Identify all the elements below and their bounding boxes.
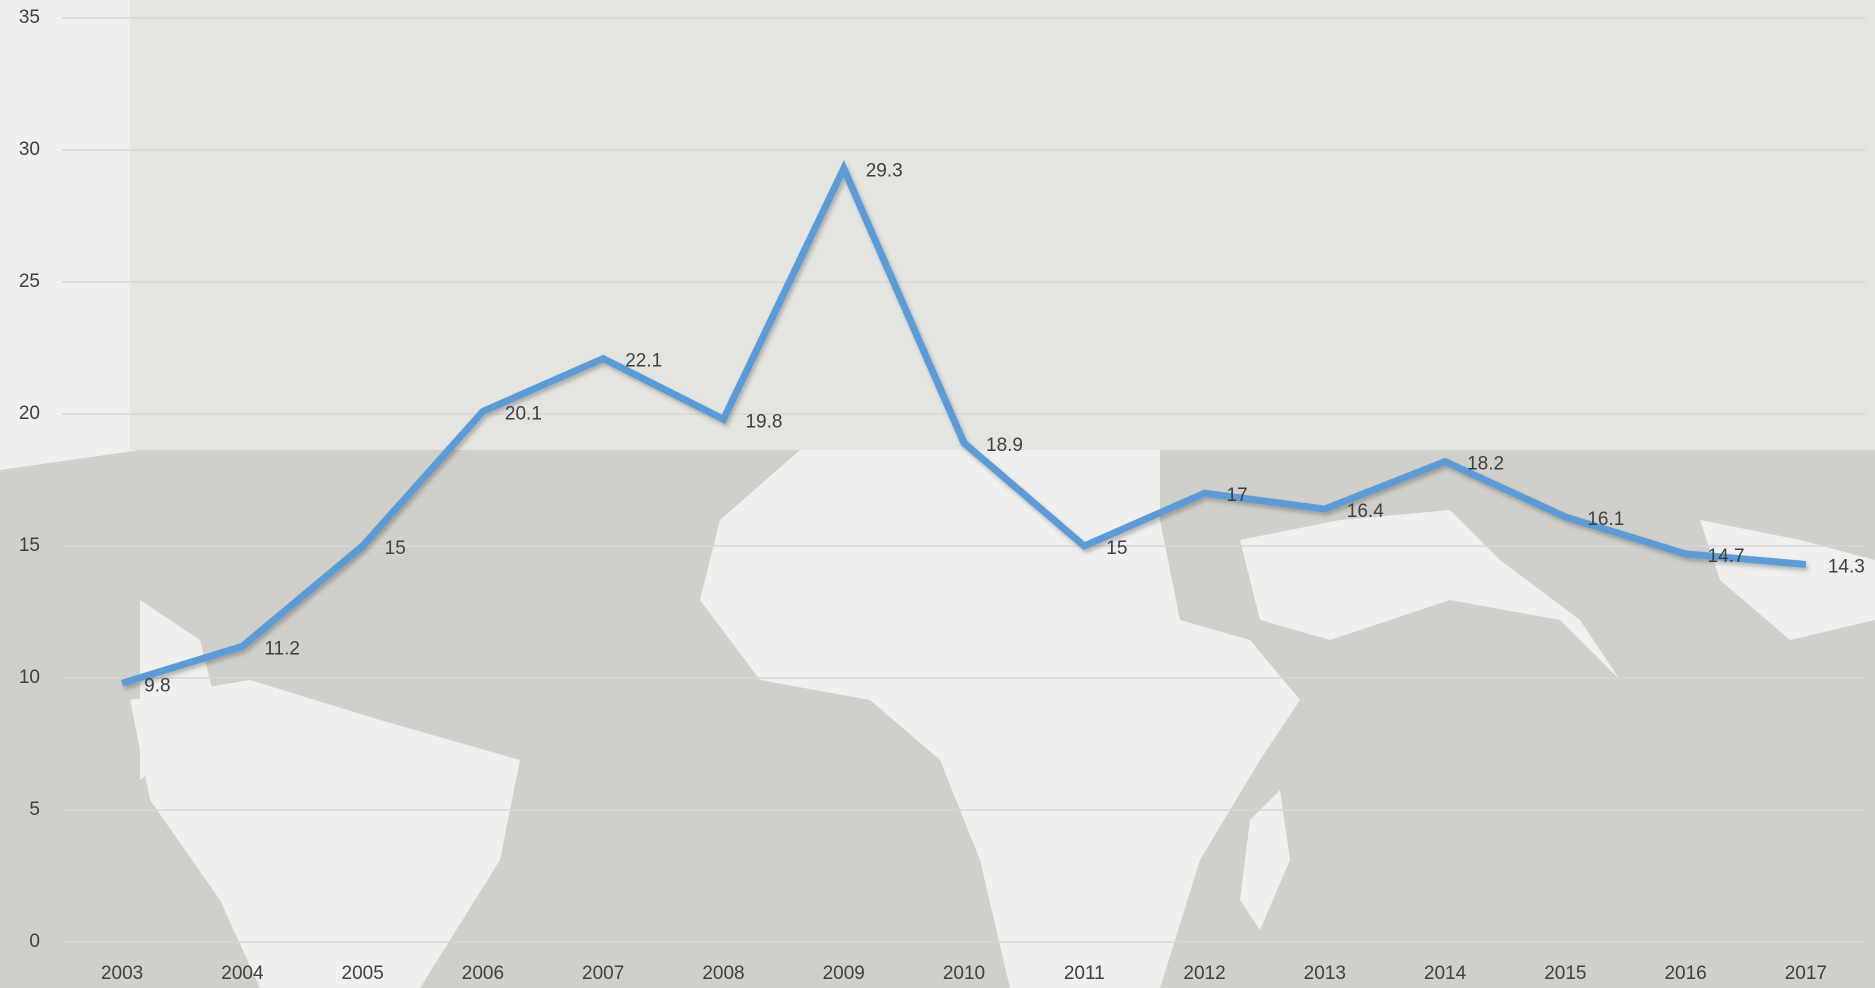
data-label: 9.8 [144, 675, 170, 696]
data-label: 29.3 [866, 160, 903, 181]
x-tick-label: 2006 [462, 963, 504, 984]
y-tick-label: 35 [19, 7, 40, 28]
data-label: 22.1 [625, 351, 662, 372]
y-tick-label: 25 [19, 271, 40, 292]
x-tick-label: 2005 [342, 963, 384, 984]
x-tick-label: 2010 [943, 963, 985, 984]
data-label: 18.2 [1467, 454, 1504, 475]
y-tick-label: 10 [19, 667, 40, 688]
x-tick-label: 2007 [582, 963, 624, 984]
data-label: 20.1 [505, 403, 542, 424]
x-tick-label: 2004 [221, 963, 264, 984]
x-tick-label: 2003 [101, 963, 143, 984]
x-tick-label: 2015 [1544, 963, 1586, 984]
y-tick-label: 5 [29, 799, 40, 820]
data-label: 14.3 [1828, 556, 1865, 577]
data-label: 18.9 [986, 435, 1023, 456]
data-label: 11.2 [264, 638, 300, 659]
data-label: 15 [385, 538, 406, 559]
y-tick-label: 20 [19, 403, 40, 424]
data-label: 19.8 [745, 411, 782, 432]
x-tick-label: 2016 [1664, 963, 1706, 984]
data-label: 16.4 [1347, 501, 1384, 522]
data-label: 15 [1106, 538, 1127, 559]
data-label: 16.1 [1587, 509, 1624, 530]
y-tick-label: 15 [19, 535, 40, 556]
x-tick-label: 2011 [1064, 963, 1105, 984]
x-tick-label: 2014 [1424, 963, 1467, 984]
y-tick-label: 0 [29, 931, 40, 952]
x-tick-label: 2012 [1183, 963, 1225, 984]
x-tick-label: 2017 [1785, 963, 1827, 984]
x-tick-label: 2013 [1304, 963, 1346, 984]
data-label: 17 [1227, 485, 1248, 506]
x-tick-label: 2009 [823, 963, 865, 984]
data-label: 14.7 [1708, 546, 1745, 567]
y-tick-label: 30 [19, 139, 40, 160]
line [121, 160, 1807, 687]
x-tick-label: 2008 [702, 963, 744, 984]
